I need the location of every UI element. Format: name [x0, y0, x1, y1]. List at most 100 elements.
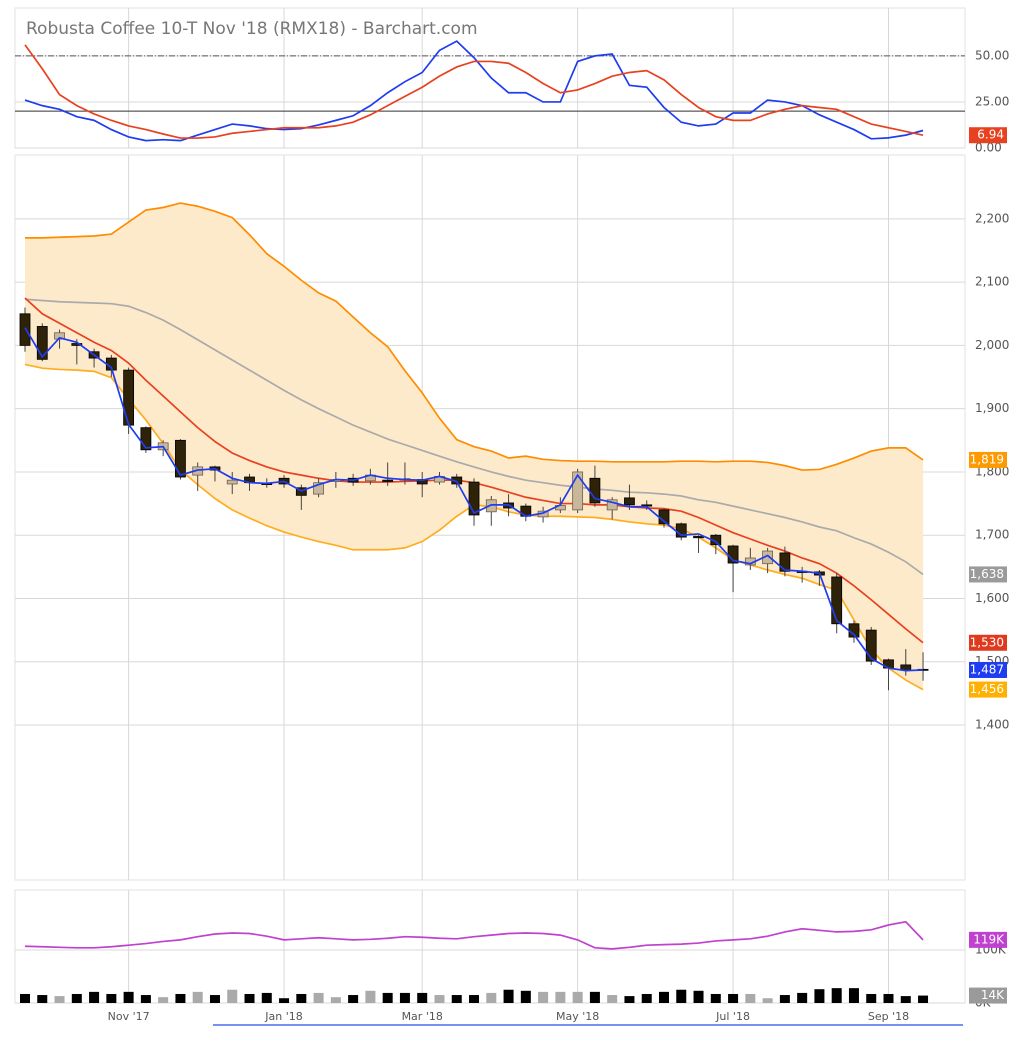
- volume-bar: [175, 993, 186, 1003]
- y-tick-label: 2,100: [975, 275, 1009, 289]
- y-tick-label: 1,700: [975, 528, 1009, 542]
- overlay-tag: [969, 566, 1007, 583]
- upper-band-tag-label: 1,819: [970, 452, 1004, 466]
- volume-bar: [365, 990, 376, 1003]
- volume-bar: [434, 995, 445, 1003]
- overlay-tag-label: 1,530: [970, 635, 1004, 649]
- volume-bar: [20, 993, 30, 1003]
- y-tick-label: 1,900: [975, 401, 1009, 415]
- chart-title: Robusta Coffee 10-T Nov '18 (RMX18) - Ba…: [26, 19, 478, 39]
- volume-bar: [313, 992, 324, 1003]
- candle-body: [485, 499, 497, 513]
- series-line: [24, 298, 924, 576]
- candle-body: [606, 499, 618, 511]
- volume-tag-label: 14K: [981, 988, 1005, 1002]
- volume-bar: [244, 993, 255, 1003]
- overlay-tag-label: 1,487: [970, 662, 1004, 676]
- volume-bar: [538, 991, 549, 1003]
- volume-bar: [140, 995, 151, 1003]
- volume-bar: [848, 988, 859, 1003]
- y-tick-label: 1,800: [975, 464, 1009, 478]
- candle-body: [865, 629, 877, 662]
- volume-bar: [417, 992, 428, 1003]
- volume-bar: [607, 995, 618, 1003]
- volume-bar: [693, 990, 704, 1003]
- y-tick-label: 25.00: [975, 94, 1009, 108]
- volume-bar: [520, 990, 531, 1003]
- volume-bar: [658, 991, 669, 1003]
- y-tick-label: 2,200: [975, 211, 1009, 225]
- candle-body: [779, 552, 791, 572]
- band-area: [25, 203, 924, 690]
- volume-bar: [227, 989, 238, 1003]
- volume-bar: [831, 988, 842, 1003]
- volume-bar: [710, 993, 721, 1003]
- candle-body: [36, 326, 48, 360]
- candle-body: [693, 536, 704, 539]
- volume-bar: [279, 998, 290, 1003]
- volume-bar: [797, 992, 808, 1003]
- volume-bar: [123, 991, 134, 1003]
- volume-bar: [399, 992, 410, 1003]
- candle-body: [572, 471, 584, 511]
- lower-band-tag-label: 1,456: [970, 682, 1004, 696]
- volume-bar: [589, 991, 600, 1003]
- y-tick-label: 1,400: [975, 718, 1009, 732]
- volume-bar: [37, 995, 48, 1003]
- series-line: [24, 44, 924, 139]
- volume-bar: [883, 993, 894, 1003]
- overlay-tag: [969, 661, 1007, 678]
- panel-frame: [14, 154, 966, 881]
- volume-bar: [469, 995, 480, 1003]
- candle-body: [313, 482, 324, 495]
- candle-body: [140, 427, 152, 451]
- lower-band-tag: [969, 681, 1007, 698]
- candle-body: [226, 479, 238, 485]
- candle-body: [54, 332, 65, 340]
- candle-body: [123, 369, 135, 426]
- volume-bar: [814, 989, 825, 1003]
- y-tick-label: 1,600: [975, 591, 1009, 605]
- volume-bar: [451, 995, 462, 1003]
- volume-bar: [89, 991, 100, 1003]
- volume-bar: [728, 993, 739, 1003]
- volume-bar: [330, 997, 341, 1003]
- y-tick-label: 0.00: [975, 141, 1002, 155]
- upper-band-tag: [969, 451, 1007, 468]
- volume-bar: [779, 995, 790, 1003]
- volume-bar: [503, 989, 514, 1003]
- volume-bar: [676, 989, 687, 1003]
- candle-body: [900, 664, 912, 671]
- candle-body: [175, 439, 186, 478]
- y-tick-label: 50.00: [975, 48, 1009, 62]
- volume-bar: [624, 996, 635, 1003]
- volume-average-tag: [969, 931, 1007, 948]
- volume-average-tag-label: 119K: [973, 932, 1005, 946]
- candle-body: [468, 481, 480, 516]
- volume-bar: [54, 996, 65, 1003]
- candle-body: [19, 313, 31, 346]
- overlay-tag: [969, 634, 1007, 651]
- candle-body: [382, 479, 394, 482]
- x-tick-label: Jul '18: [715, 1010, 750, 1023]
- volume-bar: [192, 991, 203, 1003]
- volume-bar: [158, 997, 169, 1003]
- series-line: [24, 40, 924, 142]
- volume-bar: [918, 995, 929, 1003]
- candle-body: [624, 497, 635, 506]
- volume-bar: [572, 991, 583, 1003]
- x-tick-label: May '18: [556, 1010, 599, 1023]
- volume-bar: [555, 991, 566, 1003]
- series-line: [24, 920, 924, 950]
- volume-tag: [969, 987, 1007, 1004]
- volume-bar: [762, 998, 773, 1003]
- series-line: [24, 327, 924, 672]
- y-tick-label: 2,000: [975, 338, 1009, 352]
- volume-bar: [296, 993, 307, 1003]
- volume-bar: [745, 993, 756, 1003]
- x-tick-label: Nov '17: [108, 1010, 150, 1023]
- series-line: [25, 202, 924, 471]
- candle-body: [71, 343, 83, 346]
- x-tick-label: Sep '18: [868, 1010, 909, 1023]
